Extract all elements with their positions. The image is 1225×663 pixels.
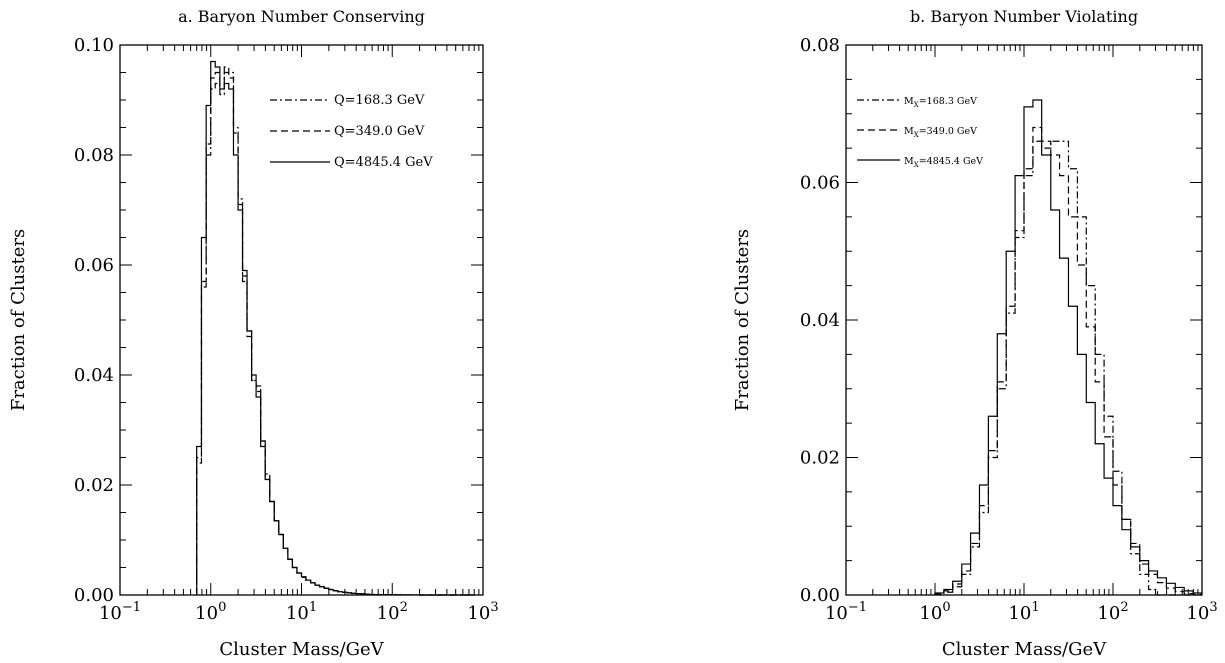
y-tick-label: 0.08 [800,35,840,56]
x-tick-label: 101 [286,600,317,624]
x-tick-label: 100 [195,600,226,624]
y-tick-label: 0.06 [800,173,840,194]
histogram-series-solid [196,60,474,596]
histogram-series-solid [934,99,1202,595]
legend-label: MX=168.3 GeV [904,96,977,109]
y-tick-label: 0.02 [800,448,840,469]
legend-label: Q=4845.4 GeV [334,155,433,170]
legend-label: Q=349.0 GeV [334,124,425,139]
x-axis-label: Cluster Mass/GeV [219,639,384,660]
x-tick-label: 101 [1008,600,1039,624]
legend-label: Q=168.3 GeV [334,93,425,108]
y-tick-label: 0.04 [800,310,840,331]
legend-label: MX=4845.4 GeV [904,156,983,169]
histogram-series-dash-dot [934,140,1202,596]
y-tick-label: 0.00 [800,585,840,606]
legend: Q=168.3 GeV Q=349.0 GeV Q=4845.4 GeV [270,93,433,170]
x-tick-label: 103 [467,600,498,624]
panel-baryon-violating: b. Baryon Number Violating Fraction of C… [732,7,1218,660]
y-tick-label: 0.06 [74,255,114,276]
legend-label: MX=349.0 GeV [904,126,977,139]
x-tick-label: 102 [1097,600,1128,624]
panel-baryon-conserving: a. Baryon Number Conserving Fraction of … [8,7,499,660]
histogram-series-dashed [934,126,1202,595]
x-tick-label: 100 [919,600,950,624]
x-tick-label: 10−1 [825,600,867,624]
y-tick-label: 0.08 [74,145,114,166]
x-tick-label: 10−1 [99,600,141,624]
plot-frame [119,44,484,596]
x-axis-label: Cluster Mass/GeV [942,639,1107,660]
y-tick-label: 0.02 [74,475,114,496]
y-axis-label: Fraction of Clusters [732,229,753,411]
y-tick-label: 0.04 [74,365,114,386]
y-tick-label: 0.10 [74,35,114,56]
histogram-series-dashed [196,66,474,596]
y-tick-label: 0.00 [74,585,114,606]
x-tick-label: 102 [377,600,408,624]
y-axis-label: Fraction of Clusters [8,229,29,411]
chart-title: b. Baryon Number Violating [910,7,1138,26]
x-tick-label: 103 [1186,600,1217,624]
chart-title: a. Baryon Number Conserving [178,7,425,26]
legend: MX=168.3 GeV MX=349.0 GeV MX=4845.4 GeV [857,96,983,169]
